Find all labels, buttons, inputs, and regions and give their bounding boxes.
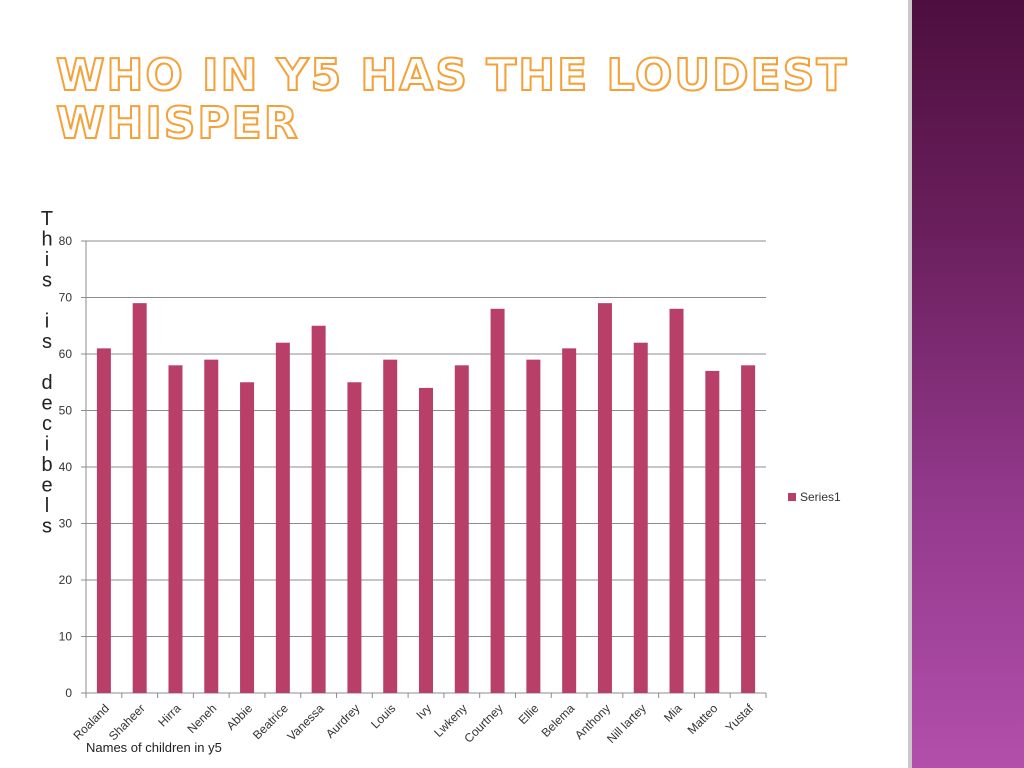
y-tick-label: 10	[59, 630, 73, 644]
bar-lwkeny	[454, 365, 469, 693]
y-axis-label-char: i	[45, 434, 49, 456]
y-tick-label: 0	[65, 686, 72, 700]
side-band-edge	[908, 0, 912, 768]
decorative-side-band	[912, 0, 1024, 768]
y-axis-label-char: d	[41, 372, 52, 394]
bar-hirra	[168, 365, 183, 693]
bar-anthony	[597, 303, 612, 693]
y-axis-label-char: s	[42, 270, 52, 292]
x-tick-label: Nill lartey	[604, 701, 649, 746]
x-tick-label: Louis	[368, 701, 398, 731]
x-tick-label: Shaheer	[106, 701, 148, 743]
x-tick-label: Mia	[661, 701, 685, 725]
y-axis-label-char: s	[42, 331, 52, 353]
y-axis-label-char: i	[45, 249, 49, 271]
legend: Series1	[788, 490, 841, 504]
y-axis-label-char: b	[41, 454, 52, 476]
x-tick-label: Ivy	[413, 701, 434, 722]
x-tick-label: Abbie	[224, 701, 256, 733]
bar-vanessa	[311, 325, 326, 693]
x-tick-label: Belema	[539, 701, 578, 740]
x-tick-label: Ellie	[516, 701, 542, 727]
y-tick-label: 40	[59, 460, 73, 474]
x-tick-label: Yustaf	[723, 701, 757, 735]
slide-title: Who in Y5 has the loudest whisper	[55, 50, 849, 149]
bar-beatrice	[275, 342, 290, 693]
x-axis-label: Names of children in y5	[86, 740, 222, 755]
x-tick-label: Courtney	[461, 701, 505, 745]
bar-louis	[383, 359, 398, 693]
y-tick-label: 70	[59, 291, 73, 305]
y-tick-label: 30	[59, 517, 73, 531]
legend-label: Series1	[800, 490, 841, 504]
bar-ellie	[526, 359, 541, 693]
y-tick-label: 80	[59, 234, 73, 248]
y-axis-label-char: e	[41, 475, 52, 497]
bar-mia	[669, 308, 684, 693]
bar-matteo	[705, 370, 720, 693]
y-tick-label: 20	[59, 573, 73, 587]
y-axis-label-char: c	[42, 413, 52, 435]
legend-swatch	[788, 493, 796, 501]
bar-ivy	[419, 387, 433, 693]
bar-yustaf	[741, 365, 756, 693]
x-tick-label: Aurdrey	[323, 701, 363, 741]
bar-belema	[562, 348, 577, 693]
x-tick-label: Hirra	[155, 701, 184, 730]
x-tick-label: Neneh	[184, 701, 219, 736]
x-tick-label: Roaland	[71, 701, 113, 743]
bar-courtney	[490, 308, 505, 693]
y-axis-label-char: l	[45, 495, 49, 517]
y-axis-label-char: i	[45, 311, 49, 333]
bar-roaland	[96, 348, 111, 693]
y-tick-label: 60	[59, 347, 73, 361]
x-tick-label: Matteo	[685, 701, 721, 737]
y-axis-label-char: e	[41, 393, 52, 415]
x-tick-label: Beatrice	[250, 701, 291, 742]
bar-shaheer	[132, 303, 147, 693]
bar-nill-lartey	[633, 342, 648, 693]
bar-aurdrey	[347, 382, 362, 693]
y-axis-label-char: T	[41, 208, 53, 230]
y-tick-label: 50	[59, 404, 73, 418]
y-tick-labels: 0 10 20 30 40 50 60 70 80	[59, 234, 73, 700]
bar-abbie	[240, 382, 255, 693]
bar-neneh	[204, 359, 219, 693]
y-axis-label-char: h	[41, 229, 52, 251]
x-tick-label: Vanessa	[284, 701, 327, 744]
y-axis-label-char: s	[42, 516, 52, 538]
bars	[96, 303, 756, 693]
